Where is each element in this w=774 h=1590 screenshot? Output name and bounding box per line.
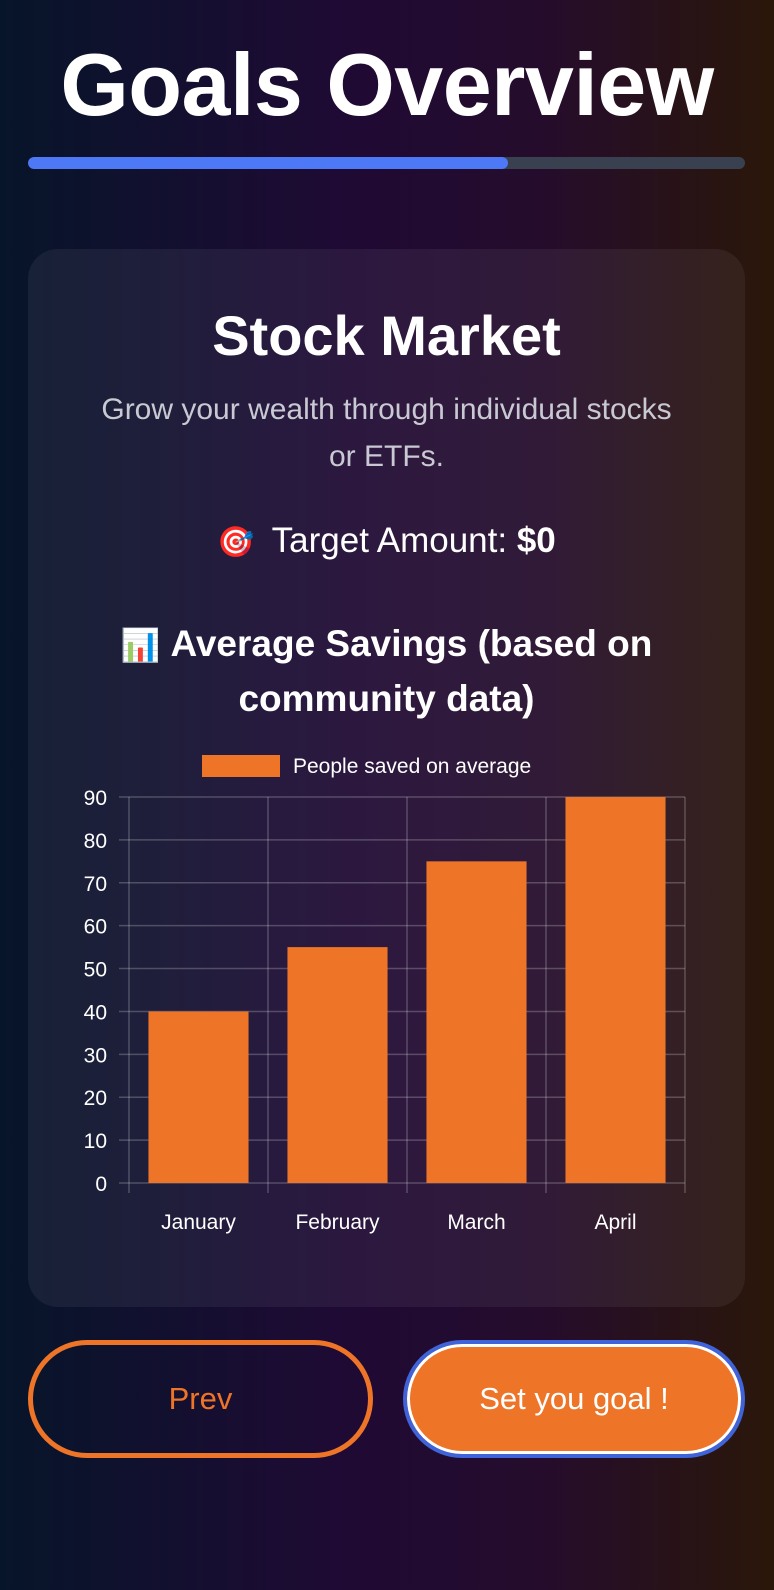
y-tick-label: 50: [84, 959, 107, 982]
y-tick-label: 10: [84, 1130, 107, 1153]
legend-swatch: [202, 755, 280, 777]
bar-chart-icon: 📊: [120, 627, 161, 663]
bar-january: [148, 1011, 249, 1183]
x-tick-label: January: [161, 1211, 236, 1234]
page-title: Goals Overview: [60, 35, 714, 134]
set-goal-button[interactable]: Set you goal !: [403, 1340, 745, 1458]
progress-bar: [28, 157, 745, 169]
savings-bar-chart: People saved on average 0 10 20 30 40 50 60 70 80…: [84, 755, 686, 1234]
target-amount-label: Target Amount:: [271, 521, 508, 560]
bar-february: [287, 947, 388, 1183]
x-tick-label: February: [295, 1211, 380, 1234]
legend-label: People saved on average: [293, 755, 531, 778]
bar-april: [565, 797, 666, 1183]
target-amount-value: $0: [516, 521, 556, 560]
y-tick-label: 80: [84, 830, 107, 853]
bar-march: [426, 861, 527, 1183]
y-tick-label: 60: [84, 916, 107, 939]
goal-card: Stock Market Grow your wealth through in…: [28, 249, 745, 1307]
y-tick-label: 70: [84, 873, 107, 896]
progress-bar-fill: [28, 157, 509, 169]
y-tick-label: 20: [84, 1087, 107, 1110]
x-tick-label: April: [594, 1211, 636, 1234]
prev-button[interactable]: Prev: [28, 1340, 373, 1458]
target-icon: 🎯: [217, 526, 255, 559]
savings-heading: 📊 Average Savings (based on community dat…: [108, 617, 665, 726]
target-amount: 🎯 Target Amount: $0: [28, 519, 745, 565]
y-tick-label: 90: [84, 787, 107, 810]
goal-description: Grow your wealth through individual stoc…: [101, 393, 672, 473]
y-tick-label: 30: [84, 1044, 107, 1067]
savings-heading-text: Average Savings (based on community data…: [170, 623, 653, 719]
y-tick-label: 40: [84, 1001, 107, 1024]
goal-title: Stock Market: [212, 304, 561, 367]
y-tick-label: 0: [95, 1173, 107, 1196]
x-tick-label: March: [447, 1211, 505, 1234]
